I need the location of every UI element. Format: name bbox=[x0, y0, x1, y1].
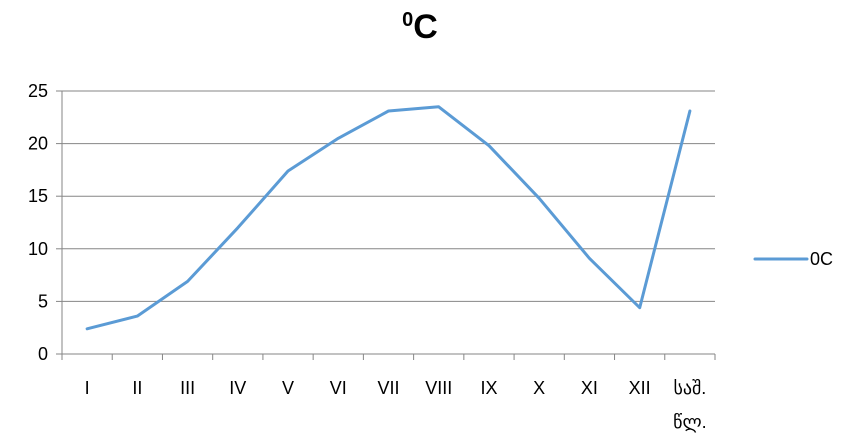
chart-title-base: C bbox=[413, 8, 438, 46]
x-tick-label-line: VII bbox=[377, 378, 399, 398]
data-point bbox=[387, 109, 390, 112]
data-point bbox=[538, 197, 541, 200]
x-tick-label: VIII bbox=[425, 378, 452, 398]
x-tick-label: IV bbox=[229, 378, 246, 398]
series-layer bbox=[85, 105, 692, 331]
x-tick-label-line: III bbox=[180, 378, 195, 398]
y-tick-label: 25 bbox=[28, 81, 48, 101]
data-point bbox=[136, 315, 139, 318]
data-point bbox=[638, 306, 641, 309]
x-tick-label-line: X bbox=[533, 378, 545, 398]
x-tick-label-line: II bbox=[132, 378, 142, 398]
x-tick-label-line: IX bbox=[480, 378, 497, 398]
x-tick-label: II bbox=[132, 378, 142, 398]
x-tick-label-line: I bbox=[85, 378, 90, 398]
chart-title: 0C bbox=[402, 8, 438, 46]
x-tick-label-line: VI bbox=[330, 378, 347, 398]
data-point bbox=[287, 169, 290, 172]
x-tick-label: XII bbox=[629, 378, 651, 398]
y-tick-label: 20 bbox=[28, 134, 48, 154]
x-tick-label: VI bbox=[330, 378, 347, 398]
data-point bbox=[186, 280, 189, 283]
x-tick-label: V bbox=[282, 378, 294, 398]
x-tick-label: III bbox=[180, 378, 195, 398]
x-tick-label-line: V bbox=[282, 378, 294, 398]
x-tick-label-line: XI bbox=[581, 378, 598, 398]
data-point bbox=[437, 105, 440, 108]
y-tick-label: 10 bbox=[28, 239, 48, 259]
x-tick-label-line: საშ. bbox=[673, 378, 706, 398]
data-point bbox=[86, 327, 89, 330]
data-point bbox=[487, 144, 490, 147]
legend: 0C bbox=[753, 249, 833, 269]
x-tick-label: I bbox=[85, 378, 90, 398]
x-tick-label: XI bbox=[581, 378, 598, 398]
x-tick-label: X bbox=[533, 378, 545, 398]
y-tick-label: 0 bbox=[38, 344, 48, 364]
x-tick-label-line: წლ. bbox=[673, 412, 706, 432]
y-tick-label: 15 bbox=[28, 186, 48, 206]
x-tick-label: IX bbox=[480, 378, 497, 398]
gridlines bbox=[62, 90, 715, 302]
x-tick-label: საშ. წლ. bbox=[673, 378, 706, 432]
x-tick-label-line: XII bbox=[629, 378, 651, 398]
y-tick-label: 5 bbox=[38, 291, 48, 311]
data-point bbox=[588, 257, 591, 260]
x-tick-label-line: IV bbox=[229, 378, 246, 398]
x-tick-label-line: VIII bbox=[425, 378, 452, 398]
data-point bbox=[337, 137, 340, 140]
data-point bbox=[688, 109, 691, 112]
chart-title-superscript: 0 bbox=[402, 9, 413, 31]
x-tick-label: VII bbox=[377, 378, 399, 398]
data-point bbox=[236, 226, 239, 229]
legend-label: 0C bbox=[810, 249, 833, 269]
series-line bbox=[85, 105, 692, 331]
